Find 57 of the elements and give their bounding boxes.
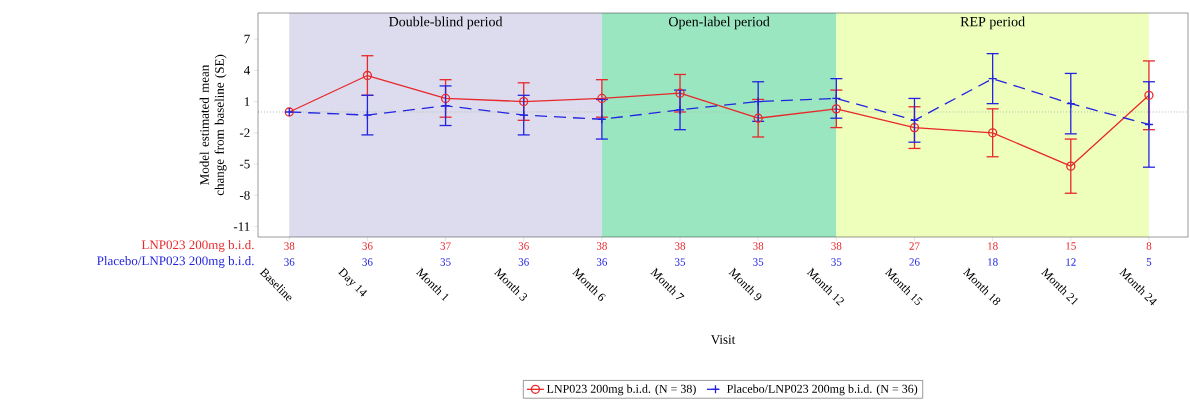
point: [987, 128, 998, 138]
text: 38: [831, 242, 842, 250]
y-tick-label: -11: [233, 222, 250, 231]
text: 18: [988, 258, 998, 266]
text: 36: [518, 242, 529, 250]
text: 38: [675, 242, 686, 250]
y-tick-label: 7: [244, 34, 250, 44]
point: [675, 88, 685, 98]
point: [1144, 119, 1154, 130]
text: 26: [909, 258, 920, 266]
text: 36: [518, 258, 529, 266]
point: [1066, 161, 1076, 171]
point: [597, 114, 607, 124]
point: [831, 104, 841, 114]
text: 35: [440, 258, 451, 266]
text: 35: [675, 258, 686, 266]
text: 18: [988, 242, 998, 250]
point: [753, 113, 763, 123]
text: 38: [284, 242, 295, 250]
text: 15: [1066, 242, 1076, 250]
point: [1144, 90, 1154, 100]
text: LNP023 200mg b.i.d.: [141, 240, 254, 252]
point: [597, 93, 607, 104]
text: 12: [1066, 258, 1076, 266]
point: [440, 93, 451, 104]
point: [909, 122, 920, 133]
y-tick-label: 1: [244, 97, 250, 106]
text: 36: [284, 258, 295, 266]
band-label: Double-blind period: [389, 16, 503, 30]
y-tick-label: -2: [239, 128, 250, 138]
y-axis-title: Model estimated mean change from baseline (SE): [199, 54, 227, 196]
band-label: Open-label period: [668, 16, 770, 30]
point: [362, 70, 373, 81]
point: [362, 110, 373, 120]
text: 37: [440, 242, 451, 250]
x-tick-label: Day 14: [338, 267, 368, 297]
text: 5: [1146, 258, 1152, 266]
point: [519, 96, 529, 107]
text: 38: [596, 242, 607, 250]
y-tick-label: -8: [239, 190, 250, 200]
x-axis-title: Visit: [710, 335, 736, 344]
text: 36: [596, 258, 608, 266]
text: 36: [362, 258, 373, 266]
text: 35: [831, 258, 842, 266]
legend-label: LNP023 200mg b.i.d. (N = 38): [546, 384, 696, 396]
band-label: REP period: [960, 16, 1025, 30]
text: Placebo/LNP023 200mg b.i.d.: [97, 256, 254, 268]
text: 27: [909, 242, 920, 250]
text: 35: [753, 258, 764, 266]
text: 38: [753, 242, 764, 250]
text: 8: [1146, 242, 1152, 250]
text: 36: [362, 242, 373, 250]
point: [675, 105, 685, 115]
y-tick-label: -5: [239, 159, 250, 169]
y-tick-label: 4: [243, 66, 251, 75]
legend-label: Placebo/LNP023 200mg b.i.d. (N = 36): [726, 384, 918, 396]
point: [519, 110, 529, 120]
